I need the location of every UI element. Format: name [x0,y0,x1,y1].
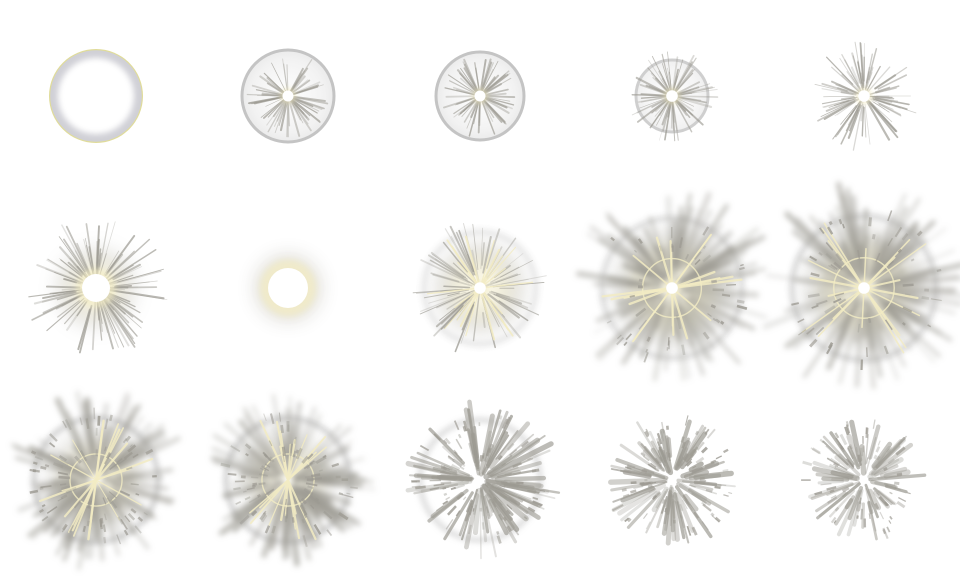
star-burst-frame [0,192,192,384]
disc-spiky-frame [576,0,768,192]
disc-striated-frame-2 [384,0,576,192]
debris-cloud-frame-graphic [11,390,181,571]
disc-striated-frame-graphic [240,48,336,144]
explosion-frame-graphic [575,191,768,382]
bright-core [666,282,678,294]
light-streaks [249,419,327,541]
glow-orb-frame [192,192,384,384]
debris-cloud-frame-2-graphic [210,393,376,567]
bright-core [282,90,294,102]
explosion-frame [575,191,768,384]
shock-ring [421,229,539,347]
bright-core [474,90,486,102]
bright-core [858,90,870,102]
haze-cross-frame-graphic [412,223,547,353]
bright-core [666,90,678,102]
disc-striated-frame-2-graphic [434,50,526,142]
burst-rays [246,58,329,138]
star-burst-frame-graphic [28,221,168,354]
debris-shards [801,419,911,539]
debris-shards [29,407,157,545]
bright-core [474,282,486,294]
shard-fade-frame [768,384,960,576]
burst-rays [762,181,960,390]
debris-shards [791,210,942,371]
debris-shards [220,412,358,548]
inner-ring [69,453,123,507]
inner-ring [833,257,895,319]
shock-ring [31,415,161,545]
shard-fade-frame-graphic [801,419,927,541]
bright-core [858,282,870,294]
ring-thin-frame-graphic [49,49,143,143]
explosion-frame-2-graphic [762,181,960,390]
haze-cross-frame [384,192,576,384]
shard-ring-frame-graphic [405,399,561,560]
debris-shards [411,415,546,544]
inner-ring [261,453,315,507]
debris-shards [611,415,733,536]
disc-spiky-frame-graphic [631,51,719,142]
disc-striated-frame [192,0,384,192]
spiky-burst-frame-graphic [814,41,917,151]
burst-rays [808,419,927,541]
debris-shards [606,226,748,363]
glow-orb-frame-graphic [252,252,324,324]
ring-thin-frame [0,0,192,192]
explosion-frame-2 [762,181,960,390]
spiky-burst-frame [768,0,960,192]
shard-ring-frame [384,384,576,576]
debris-cloud-frame [0,384,192,576]
bright-core [268,268,308,308]
burst-rays [608,419,736,546]
light-streaks [38,419,154,541]
bright-core [82,274,110,302]
debris-cloud-frame-2 [192,384,384,576]
burst-rays [575,191,768,382]
shard-scatter-frame-graphic [608,415,736,546]
shock-ring [599,215,745,361]
shard-scatter-frame [576,384,768,576]
ring-inner [58,58,134,134]
burst-rays [814,41,917,151]
